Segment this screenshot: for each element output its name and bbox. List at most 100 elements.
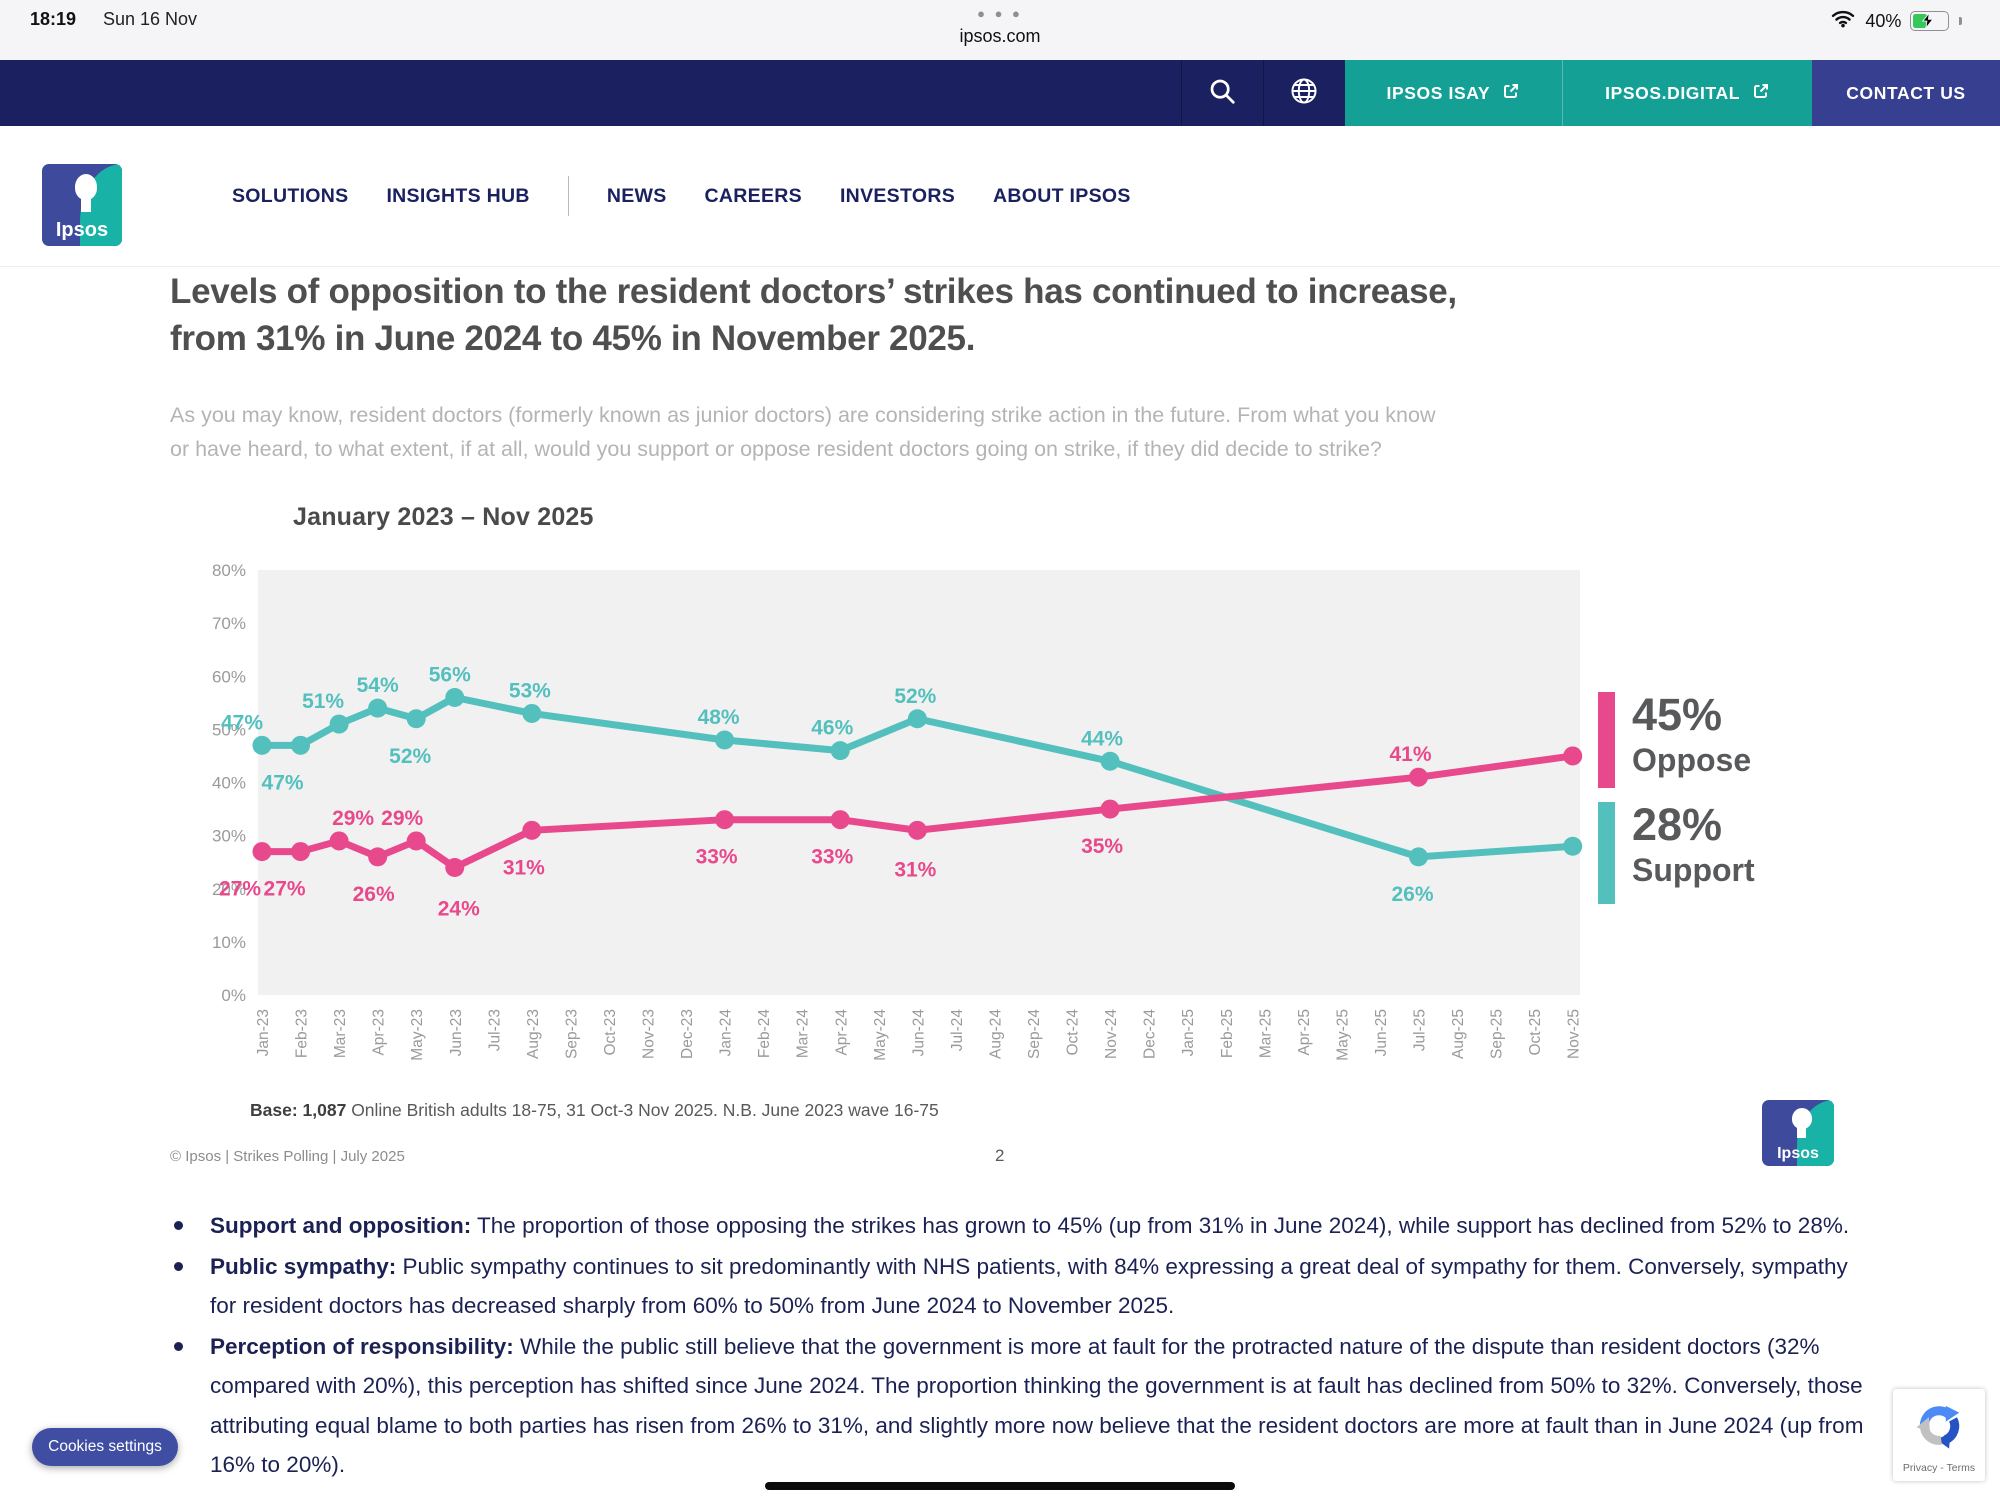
menu-item-news[interactable]: NEWS: [606, 184, 667, 207]
ipsos-isay-label: IPSOS ISAY: [1386, 82, 1491, 103]
svg-text:30%: 30%: [212, 827, 246, 846]
svg-text:53%: 53%: [509, 679, 551, 702]
svg-text:Oct-24: Oct-24: [1065, 1009, 1082, 1056]
svg-text:Feb-23: Feb-23: [294, 1009, 311, 1058]
recaptcha-badge[interactable]: Privacy - Terms: [1893, 1389, 1985, 1481]
svg-text:33%: 33%: [811, 846, 853, 869]
home-indicator[interactable]: [765, 1482, 1235, 1490]
svg-text:80%: 80%: [212, 561, 246, 580]
base-note: Base: 1,087 Online British adults 18-75,…: [250, 1100, 939, 1121]
svg-text:Jul-23: Jul-23: [486, 1009, 503, 1051]
svg-text:Jul-24: Jul-24: [949, 1009, 966, 1052]
svg-text:Nov-23: Nov-23: [641, 1009, 658, 1059]
svg-text:Apr-23: Apr-23: [371, 1009, 388, 1056]
status-date: Sun 16 Nov: [103, 9, 198, 29]
survey-question-text: As you may know, resident doctors (forme…: [170, 398, 1850, 466]
svg-text:Aug-23: Aug-23: [525, 1009, 542, 1059]
ipsos-digital-button[interactable]: IPSOS.DIGITAL: [1562, 60, 1812, 126]
cookies-settings-button[interactable]: Cookies settings: [32, 1428, 178, 1466]
question-line-2: or have heard, to what extent, if at all…: [170, 437, 1382, 461]
svg-text:27%: 27%: [219, 878, 261, 901]
legend-support-label: Support: [1632, 852, 1755, 888]
svg-text:Oct-23: Oct-23: [602, 1009, 619, 1056]
svg-text:52%: 52%: [894, 685, 936, 708]
recaptcha-privacy-terms[interactable]: Privacy - Terms: [1902, 1462, 1976, 1474]
svg-text:Nov-25: Nov-25: [1566, 1009, 1583, 1059]
svg-text:Jun-24: Jun-24: [910, 1009, 927, 1057]
svg-text:33%: 33%: [696, 846, 738, 869]
ipsos-isay-button[interactable]: IPSOS ISAY: [1344, 60, 1563, 126]
contact-us-button[interactable]: CONTACT US: [1812, 60, 2000, 126]
battery-nub: [1959, 17, 1962, 25]
legend-support-bar: [1598, 802, 1615, 904]
bullet-text: The proportion of those opposing the str…: [471, 1213, 1850, 1238]
svg-text:May-25: May-25: [1334, 1009, 1351, 1061]
main-nav: [0, 126, 2000, 267]
slide-copyright: © Ipsos | Strikes Polling | July 2025: [170, 1148, 405, 1165]
question-line-1: As you may know, resident doctors (forme…: [170, 403, 1436, 427]
address-url[interactable]: ipsos.com: [959, 26, 1041, 46]
ipsos-logo[interactable]: Ipsos: [42, 164, 122, 246]
menu-item-insights-hub[interactable]: INSIGHTS HUB: [386, 184, 530, 207]
chart-title: January 2023 – Nov 2025: [293, 503, 594, 531]
bullet-text: Public sympathy continues to sit predomi…: [210, 1253, 1848, 1319]
wifi-icon: [1830, 9, 1856, 33]
external-link-icon: [1752, 82, 1770, 105]
summary-bullets: Support and opposition: The proportion o…: [172, 1206, 1872, 1486]
menu-item-investors[interactable]: INVESTORS: [839, 184, 956, 207]
strikes-support-oppose-chart: 0% 10% 20% 30% 40% 50% 60% 70% 80% Jan-23 Feb-23 Ma…: [150, 545, 1610, 1095]
menu-item-about-ipsos[interactable]: ABOUT IPSOS: [993, 184, 1131, 207]
slide-headline: Levels of opposition to the resident doc…: [170, 268, 1850, 362]
slide-page-number: 2: [995, 1146, 1005, 1165]
bullet-lead: Public sympathy:: [210, 1253, 397, 1279]
svg-text:56%: 56%: [429, 664, 471, 687]
ipsos-slide-logo: Ipsos: [1762, 1100, 1834, 1166]
svg-text:31%: 31%: [894, 858, 936, 881]
ipsos-logo-neck: [1797, 1126, 1806, 1139]
search-button[interactable]: [1180, 60, 1263, 126]
bullet-perception-responsibility: Perception of responsibility: While the …: [172, 1327, 1872, 1485]
base-note-rest: Online British adults 18-75, 31 Oct-3 No…: [346, 1100, 939, 1120]
language-button[interactable]: [1262, 60, 1345, 126]
tab-overview-dots[interactable]: ● ● ●: [977, 6, 1023, 21]
battery-icon: [1910, 11, 1950, 31]
svg-text:Apr-25: Apr-25: [1296, 1009, 1313, 1056]
svg-text:Aug-24: Aug-24: [987, 1009, 1004, 1059]
svg-text:May-24: May-24: [872, 1009, 889, 1061]
ipsos-logo-wordmark: Ipsos: [1777, 1144, 1819, 1162]
menu-item-solutions[interactable]: SOLUTIONS: [232, 184, 349, 207]
svg-text:29%: 29%: [332, 807, 374, 830]
svg-text:10%: 10%: [212, 933, 246, 952]
svg-text:Mar-25: Mar-25: [1257, 1009, 1274, 1058]
svg-text:52%: 52%: [389, 745, 431, 768]
external-link-icon: [1502, 82, 1520, 105]
ios-status-bar: 18:19 Sun 16 Nov ● ● ● ipsos.com 40%: [0, 0, 2000, 60]
main-menu: SOLUTIONS INSIGHTS HUB NEWS CAREERS INVE…: [232, 126, 1131, 266]
svg-text:31%: 31%: [503, 856, 545, 879]
svg-text:Sep-25: Sep-25: [1489, 1009, 1506, 1059]
bullet-dot: [174, 1261, 183, 1271]
svg-text:Sep-24: Sep-24: [1026, 1009, 1043, 1059]
svg-text:Aug-25: Aug-25: [1450, 1009, 1467, 1059]
svg-text:29%: 29%: [381, 807, 423, 830]
svg-text:35%: 35%: [1081, 835, 1123, 858]
svg-text:41%: 41%: [1389, 743, 1431, 766]
svg-text:Jun-23: Jun-23: [448, 1009, 465, 1056]
svg-text:27%: 27%: [264, 878, 306, 901]
svg-text:Mar-23: Mar-23: [332, 1009, 349, 1058]
search-icon: [1207, 76, 1237, 111]
menu-item-careers[interactable]: CAREERS: [704, 184, 802, 207]
legend-oppose-bar: [1598, 692, 1615, 788]
line-chart-svg: 0% 10% 20% 30% 40% 50% 60% 70% 80% Jan-23 Feb-23 Ma…: [212, 561, 1583, 1061]
svg-text:24%: 24%: [438, 898, 480, 921]
ipsos-logo-neck: [81, 196, 91, 212]
bullet-text: While the public still believe that the …: [210, 1333, 1864, 1478]
svg-text:Jul-25: Jul-25: [1412, 1009, 1429, 1051]
svg-text:47%: 47%: [221, 711, 263, 734]
svg-text:44%: 44%: [1081, 727, 1123, 750]
ipsos-digital-label: IPSOS.DIGITAL: [1605, 82, 1740, 103]
headline-line-1: Levels of opposition to the resident doc…: [170, 272, 1457, 311]
svg-text:Dec-23: Dec-23: [679, 1009, 696, 1059]
svg-text:26%: 26%: [353, 883, 395, 906]
svg-text:Jan-23: Jan-23: [255, 1009, 272, 1056]
